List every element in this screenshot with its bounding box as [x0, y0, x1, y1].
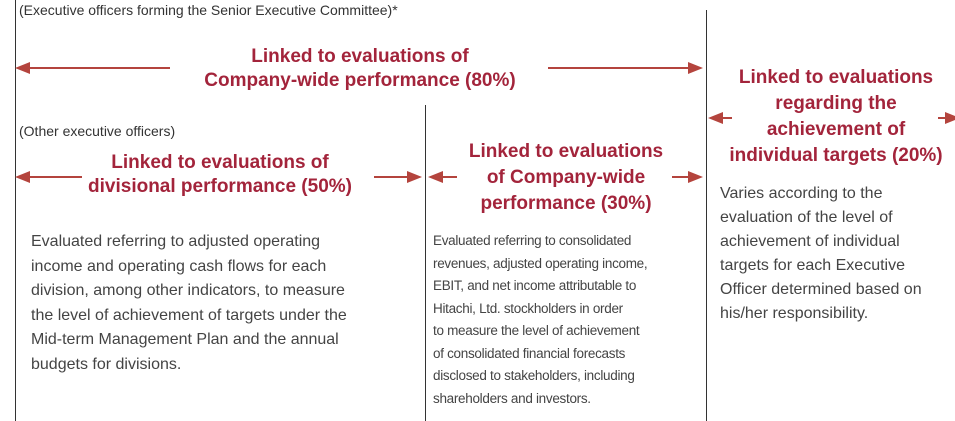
description-line: achievement of individual: [720, 233, 900, 250]
heading-line: performance (30%): [480, 193, 652, 214]
arrows: [15, 62, 955, 183]
other-note: (Other executive officers): [19, 123, 176, 139]
heading-line: of Company-wide: [486, 167, 646, 188]
heading-line: individual targets (20%): [729, 145, 943, 166]
description-line: revenues, adjusted operating income,: [433, 255, 648, 271]
dividers: [15, 0, 707, 421]
description-line: income and operating cash flows for each: [31, 257, 327, 275]
description-line: division, among other indicators, to mea…: [31, 282, 345, 299]
heading-line: Linked to evaluations of: [251, 46, 469, 67]
description-line: EBIT, and net income attributable to: [433, 278, 637, 293]
description-line: shareholders and investors.: [433, 390, 591, 406]
heading-line: achievement of: [766, 119, 906, 140]
description-line: Evaluated referring to adjusted operatin…: [31, 233, 321, 250]
description-line: evaluation of the level of: [720, 209, 893, 226]
description-line: disclosed to stakeholders, including: [433, 368, 635, 383]
arrowhead: [688, 171, 703, 183]
arrowhead: [708, 112, 723, 124]
heading-line: regarding the: [775, 93, 897, 114]
description-line: Hitachi, Ltd. stockholders in order: [433, 300, 623, 316]
description-line: Mid-term Management Plan and the annual: [31, 331, 339, 348]
description-line: to measure the level of achievement: [433, 323, 640, 338]
arrowhead: [945, 112, 955, 124]
heading-line: Company-wide performance (80%): [204, 70, 516, 91]
description-line: of consolidated financial forecasts: [433, 345, 626, 361]
arrowhead: [15, 62, 30, 74]
heading-line: Linked to evaluations: [468, 141, 664, 162]
arrowhead: [688, 62, 703, 74]
arrowhead: [407, 171, 422, 183]
senior-note: (Executive officers forming the Senior E…: [19, 2, 398, 18]
description-line: Varies according to the: [720, 185, 883, 202]
description-line: Evaluated referring to consolidated: [433, 233, 632, 248]
description-line: the level of achievement of targets unde…: [31, 306, 347, 324]
description-line: budgets for divisions.: [31, 355, 182, 373]
description-line: targets for each Executive: [720, 257, 905, 274]
description-line: his/her responsibility.: [720, 305, 869, 322]
heading-line: Linked to evaluations: [738, 67, 934, 88]
heading-line: Linked to evaluations of: [111, 152, 329, 173]
heading-line: divisional performance (50%): [88, 176, 352, 197]
arrowhead: [15, 171, 30, 183]
description-line: Officer determined based on: [720, 281, 922, 298]
arrowhead: [428, 171, 443, 183]
